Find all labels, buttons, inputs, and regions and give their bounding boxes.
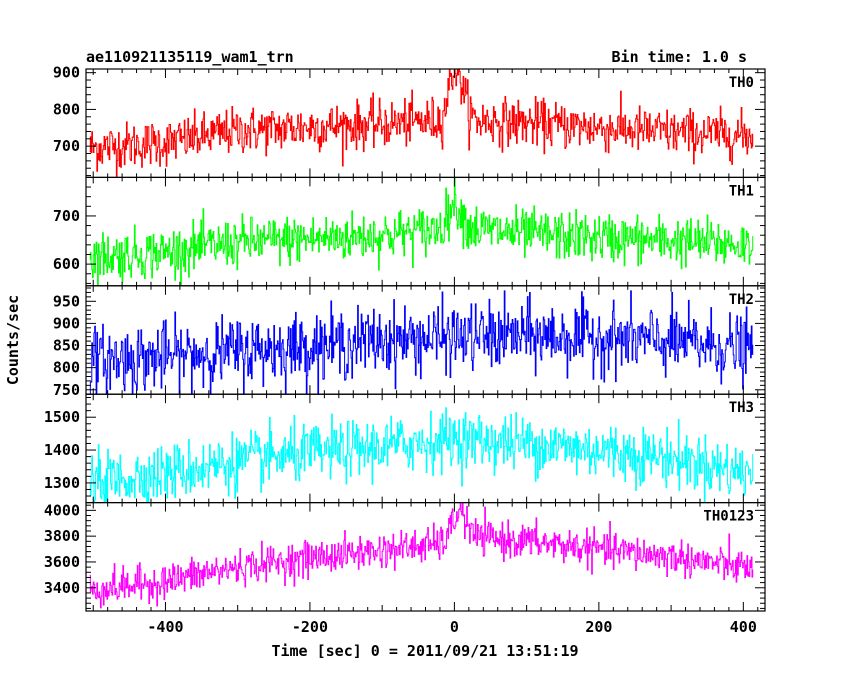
x-tick-label: 400 [730, 618, 757, 636]
y-tick-label: 700 [53, 137, 80, 155]
series-line-th2 [89, 290, 754, 395]
y-tick-label: 4000 [44, 501, 80, 519]
panel-th3: TH3 1300 1400 1500 [44, 393, 766, 504]
panels-layer: TH0700800900TH1600700TH2750800850900950T… [44, 64, 766, 636]
y-tick-label: 900 [53, 64, 80, 82]
chart-title-left: ae110921135119_wam1_trn [86, 48, 294, 66]
panel-th0123: TH0123 3400 3600 3800 4000 [44, 501, 766, 612]
y-tick-label: 1500 [44, 408, 80, 426]
x-tick-label: -400 [147, 618, 183, 636]
panel-label: TH1 [729, 183, 754, 199]
x-tick-label: 0 [450, 618, 459, 636]
panel-th1: TH1 600 700 [53, 176, 766, 287]
panel-th2: TH2 750 800 850 900 950 [53, 285, 766, 399]
y-tick-label: 700 [53, 207, 80, 225]
panel-th0: TH0 700 800 900 [53, 64, 766, 179]
panel-label: TH2 [729, 292, 754, 308]
y-tick-label: 3400 [44, 579, 80, 597]
y-axis-label: Counts/sec [4, 295, 22, 385]
x-axis-label: Time [sec] 0 = 2011/09/21 13:51:19 [271, 642, 578, 660]
y-tick-label: 950 [53, 292, 80, 310]
series-line-th0123 [89, 502, 754, 609]
y-tick-label: 1400 [44, 441, 80, 459]
y-tick-label: 1300 [44, 474, 80, 492]
x-tick-label: -200 [292, 618, 328, 636]
chart-title-right: Bin time: 1.0 s [612, 48, 747, 66]
panel-frame [85, 393, 766, 504]
y-tick-label: 800 [53, 359, 80, 377]
series-line-th3 [89, 407, 754, 503]
y-tick-label: 750 [53, 381, 80, 399]
y-tick-label: 3800 [44, 527, 80, 545]
panel-label: TH0 [729, 75, 754, 91]
y-tick-label: 800 [53, 100, 80, 118]
panel-label: TH0123 [703, 509, 754, 525]
y-tick-label: 600 [53, 255, 80, 273]
x-tick-label: 200 [585, 618, 612, 636]
series-line-th0 [89, 69, 754, 177]
y-tick-label: 900 [53, 314, 80, 332]
series-line-th1 [89, 177, 754, 286]
y-tick-label: 850 [53, 337, 80, 355]
panel-label: TH3 [729, 400, 754, 416]
y-tick-label: 3600 [44, 553, 80, 571]
